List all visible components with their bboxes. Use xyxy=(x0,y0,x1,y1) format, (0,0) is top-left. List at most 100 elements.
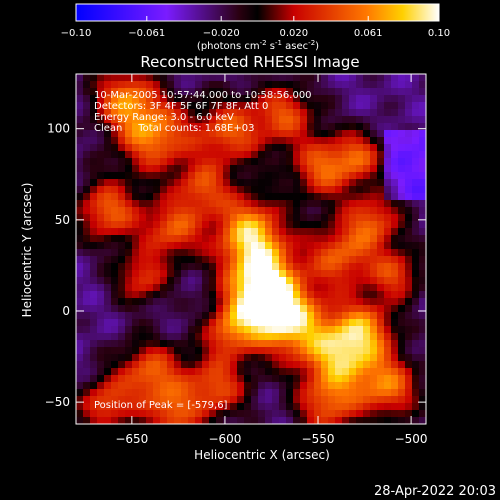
heatmap-cell xyxy=(202,333,210,341)
heatmap-cell xyxy=(230,333,238,341)
heatmap-cell xyxy=(314,200,322,208)
heatmap-cell xyxy=(153,256,161,264)
heatmap-cell xyxy=(349,221,357,229)
heatmap-cell xyxy=(356,382,364,390)
heatmap-cell xyxy=(286,74,294,82)
heatmap-cell xyxy=(160,256,168,264)
heatmap-cell xyxy=(104,158,112,166)
heatmap-cell xyxy=(139,193,147,201)
heatmap-cell xyxy=(153,270,161,278)
heatmap-cell xyxy=(265,221,273,229)
heatmap-cell xyxy=(321,221,329,229)
heatmap-cell xyxy=(349,193,357,201)
heatmap-cell xyxy=(356,340,364,348)
heatmap-cell xyxy=(363,340,371,348)
heatmap-cell xyxy=(307,277,315,285)
heatmap-cell xyxy=(90,347,98,355)
heatmap-cell xyxy=(335,74,343,82)
heatmap-cell xyxy=(139,214,147,222)
heatmap-cell xyxy=(391,354,399,362)
heatmap-cell xyxy=(83,116,91,124)
heatmap-cell xyxy=(146,417,154,425)
heatmap-cell xyxy=(384,410,392,418)
heatmap-cell xyxy=(377,361,385,369)
heatmap-cell xyxy=(272,74,280,82)
heatmap-cell xyxy=(132,347,140,355)
heatmap-cell xyxy=(83,284,91,292)
heatmap-cell xyxy=(363,319,371,327)
heatmap-cell xyxy=(237,382,245,390)
heatmap-cell xyxy=(356,186,364,194)
heatmap-cell xyxy=(139,277,147,285)
heatmap-cell xyxy=(314,312,322,320)
heatmap-cell xyxy=(391,389,399,397)
heatmap-cell xyxy=(265,396,273,404)
heatmap-cell xyxy=(223,109,231,117)
heatmap-cell xyxy=(419,228,427,236)
heatmap-cell xyxy=(342,130,350,138)
heatmap-cell xyxy=(223,123,231,131)
heatmap-cell xyxy=(251,207,259,215)
heatmap-cell xyxy=(356,312,364,320)
heatmap-cell xyxy=(97,368,105,376)
heatmap-cell xyxy=(118,382,126,390)
heatmap-cell xyxy=(349,249,357,257)
heatmap-cell xyxy=(258,410,266,418)
heatmap-cell xyxy=(349,123,357,131)
heatmap-cell xyxy=(146,235,154,243)
heatmap-cell xyxy=(139,396,147,404)
heatmap-cell xyxy=(125,396,133,404)
heatmap-cell xyxy=(97,165,105,173)
heatmap-cell xyxy=(216,158,224,166)
heatmap-cell xyxy=(279,410,287,418)
heatmap-cell xyxy=(377,242,385,250)
heatmap-cell xyxy=(167,312,175,320)
heatmap-cell xyxy=(384,354,392,362)
heatmap-cell xyxy=(321,291,329,299)
heatmap-cell xyxy=(307,291,315,299)
heatmap-cell xyxy=(391,305,399,313)
heatmap-cell xyxy=(237,95,245,103)
heatmap-cell xyxy=(419,312,427,320)
heatmap-cell xyxy=(195,95,203,103)
heatmap-cell xyxy=(174,116,182,124)
heatmap-cell xyxy=(181,193,189,201)
heatmap-cell xyxy=(342,144,350,152)
heatmap-cell xyxy=(244,396,252,404)
heatmap-cell xyxy=(104,347,112,355)
heatmap-cell xyxy=(139,249,147,257)
heatmap-cell xyxy=(90,88,98,96)
heatmap-cell xyxy=(237,228,245,236)
heatmap-cell xyxy=(342,193,350,201)
heatmap-cell xyxy=(244,123,252,131)
heatmap-cell xyxy=(244,116,252,124)
heatmap-cell xyxy=(153,417,161,425)
heatmap-cell xyxy=(118,116,126,124)
heatmap-cell xyxy=(342,256,350,264)
heatmap-cell xyxy=(125,333,133,341)
heatmap-cell xyxy=(321,347,329,355)
heatmap-cell xyxy=(370,95,378,103)
heatmap-cell xyxy=(125,109,133,117)
heatmap-cell xyxy=(258,284,266,292)
heatmap-cell xyxy=(419,81,427,89)
heatmap-cell xyxy=(272,95,280,103)
heatmap-cell xyxy=(83,326,91,334)
heatmap-cell xyxy=(76,256,84,264)
heatmap-cell xyxy=(279,333,287,341)
heatmap-cell xyxy=(146,221,154,229)
heatmap-cell xyxy=(412,214,420,222)
heatmap-cell xyxy=(370,347,378,355)
heatmap-cell xyxy=(286,298,294,306)
heatmap-cell xyxy=(97,130,105,138)
heatmap-cell xyxy=(111,396,119,404)
heatmap-cell xyxy=(321,186,329,194)
heatmap-cell xyxy=(251,319,259,327)
heatmap-cell xyxy=(398,389,406,397)
heatmap-cell xyxy=(111,179,119,187)
heatmap-cell xyxy=(342,102,350,110)
heatmap-cell xyxy=(209,291,217,299)
heatmap-cell xyxy=(160,354,168,362)
heatmap-cell xyxy=(202,158,210,166)
heatmap-cell xyxy=(83,242,91,250)
